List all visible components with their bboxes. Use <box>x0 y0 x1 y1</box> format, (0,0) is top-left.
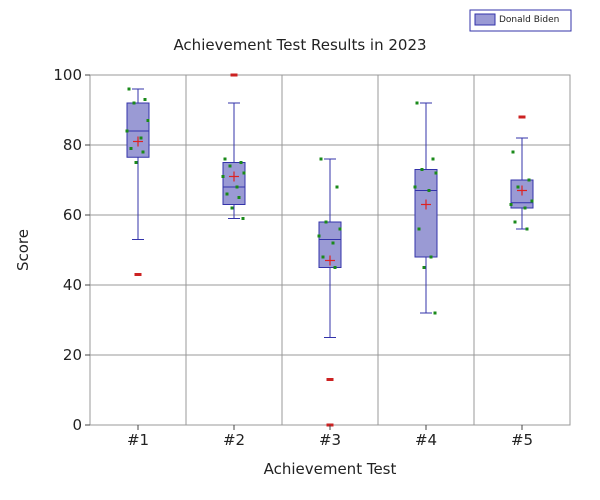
data-point <box>225 192 229 196</box>
data-point <box>146 119 150 122</box>
chart-title: Achievement Test Results in 2023 <box>173 36 426 54</box>
data-point <box>241 217 245 220</box>
data-point <box>317 234 321 238</box>
data-point <box>509 203 513 206</box>
data-point <box>321 255 325 259</box>
box-2 <box>221 73 246 220</box>
box-iqr <box>222 162 246 205</box>
y-axis-ticks: 0 20 40 60 80 100 <box>53 66 90 434</box>
data-point <box>324 220 328 224</box>
x-tick-label: #5 <box>511 431 533 449</box>
data-point <box>527 178 531 182</box>
data-point <box>422 266 426 269</box>
outlier-point <box>518 115 526 119</box>
data-point <box>530 199 534 203</box>
data-point <box>333 266 337 269</box>
data-point <box>127 87 131 91</box>
outlier-point <box>134 273 142 276</box>
x-tick-label: #2 <box>223 431 245 449</box>
data-point <box>139 136 143 140</box>
data-point <box>221 175 225 178</box>
data-point <box>433 311 437 315</box>
y-tick-label: 100 <box>53 66 82 84</box>
box-5 <box>509 115 534 231</box>
outlier-point <box>230 73 238 77</box>
data-point <box>431 157 435 161</box>
x-axis-ticks: #1 #2 #3 #4 #5 <box>127 425 533 449</box>
data-point <box>237 196 241 199</box>
data-point <box>417 227 421 231</box>
data-point <box>338 227 342 231</box>
data-point <box>335 185 339 189</box>
data-point <box>415 101 419 105</box>
y-axis-label: Score <box>14 229 32 271</box>
x-tick-label: #4 <box>415 431 437 449</box>
box-1 <box>125 87 150 276</box>
data-point <box>239 161 243 164</box>
y-tick-label: 20 <box>63 346 82 364</box>
x-axis-label: Achievement Test <box>264 460 397 478</box>
data-point <box>516 185 520 189</box>
x-tick-label: #3 <box>319 431 341 449</box>
data-point <box>141 150 145 154</box>
data-point <box>331 241 335 245</box>
y-tick-label: 60 <box>63 206 82 224</box>
data-point <box>429 255 433 259</box>
data-point <box>434 171 438 175</box>
box-4 <box>413 101 438 315</box>
box-iqr <box>414 169 438 258</box>
x-tick-label: #1 <box>127 431 149 449</box>
data-point <box>223 157 227 161</box>
data-point <box>319 157 323 161</box>
plot-area <box>125 73 534 427</box>
data-point <box>242 171 246 175</box>
data-point <box>235 185 239 189</box>
y-tick-label: 0 <box>72 416 82 434</box>
data-point <box>230 206 234 210</box>
box-3 <box>317 157 342 427</box>
y-tick-label: 80 <box>63 136 82 154</box>
data-point <box>523 206 527 210</box>
data-point <box>420 168 424 171</box>
legend-swatch <box>474 13 496 26</box>
outlier-point <box>326 378 334 381</box>
data-point <box>125 129 129 133</box>
data-point <box>427 189 431 192</box>
y-tick-label: 40 <box>63 276 82 294</box>
data-point <box>129 147 133 150</box>
legend: Donald Biden <box>469 9 572 32</box>
data-point <box>132 101 136 105</box>
data-point <box>134 161 138 164</box>
data-point <box>228 164 232 168</box>
data-point <box>513 220 517 224</box>
data-point <box>525 227 529 231</box>
data-point <box>511 150 515 154</box>
data-point <box>143 98 147 101</box>
data-point <box>413 185 417 189</box>
legend-label: Donald Biden <box>499 15 559 25</box>
